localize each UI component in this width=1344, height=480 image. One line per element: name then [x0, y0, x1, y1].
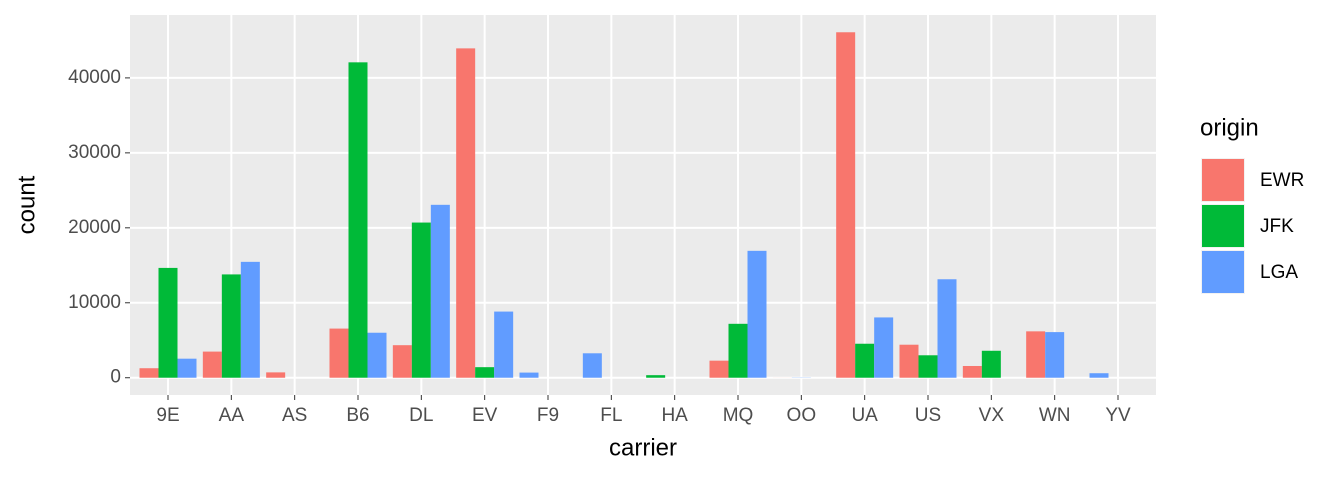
bar — [494, 311, 514, 378]
bar — [855, 343, 875, 378]
bar — [411, 222, 431, 378]
bar — [899, 344, 919, 378]
bar — [329, 328, 349, 378]
legend-swatch — [1202, 251, 1244, 293]
bar — [392, 345, 412, 378]
bar — [475, 367, 495, 378]
y-tick-label: 10000 — [68, 292, 121, 313]
legend-label: EWR — [1260, 170, 1304, 191]
bar — [962, 365, 982, 378]
y-tick-label: 20000 — [68, 217, 121, 238]
x-tick-label: WN — [1039, 405, 1071, 426]
x-tick-label: AA — [219, 405, 245, 426]
x-tick-label: 9E — [156, 405, 179, 426]
legend-swatch — [1202, 205, 1244, 247]
x-tick-label: HA — [661, 405, 688, 426]
bar — [266, 372, 286, 378]
legend-label: LGA — [1260, 262, 1298, 283]
bar — [348, 62, 368, 378]
y-tick-label: 30000 — [68, 142, 121, 163]
bar — [158, 267, 178, 378]
bar — [646, 375, 666, 378]
y-axis-title: count — [13, 175, 40, 234]
x-tick-label: YV — [1105, 405, 1131, 426]
bar — [456, 48, 476, 378]
bar — [240, 261, 260, 378]
bar — [937, 279, 957, 378]
legend-label: JFK — [1260, 216, 1294, 237]
plot-background — [130, 15, 1156, 395]
bar — [430, 204, 450, 378]
bar — [1045, 332, 1065, 378]
bar — [519, 372, 539, 378]
legend-swatch — [1202, 159, 1244, 201]
bar — [836, 32, 856, 378]
bar — [177, 358, 197, 378]
x-tick-label: MQ — [723, 405, 754, 426]
bar — [221, 274, 241, 378]
bar — [728, 323, 748, 378]
bar — [709, 360, 729, 378]
x-tick-label: UA — [851, 405, 878, 426]
bar — [747, 250, 767, 378]
y-tick-label: 40000 — [68, 67, 121, 88]
bar — [1026, 331, 1046, 378]
bar — [1089, 373, 1109, 378]
bar — [981, 350, 1001, 378]
x-tick-label: EV — [472, 405, 498, 426]
x-tick-label: AS — [282, 405, 307, 426]
bar — [367, 332, 387, 378]
x-tick-label: DL — [409, 405, 433, 426]
x-tick-label: F9 — [537, 405, 559, 426]
x-tick-label: OO — [787, 405, 817, 426]
x-tick-label: VX — [979, 405, 1005, 426]
x-tick-label: B6 — [346, 405, 369, 426]
bar — [582, 353, 602, 378]
bar — [139, 368, 159, 378]
x-axis-title: carrier — [609, 434, 677, 461]
x-tick-label: FL — [600, 405, 622, 426]
x-tick-label: US — [915, 405, 941, 426]
bar — [202, 351, 222, 378]
bar — [874, 317, 894, 378]
bar — [918, 355, 938, 378]
legend-title: origin — [1200, 114, 1259, 141]
y-tick-label: 0 — [110, 367, 121, 388]
